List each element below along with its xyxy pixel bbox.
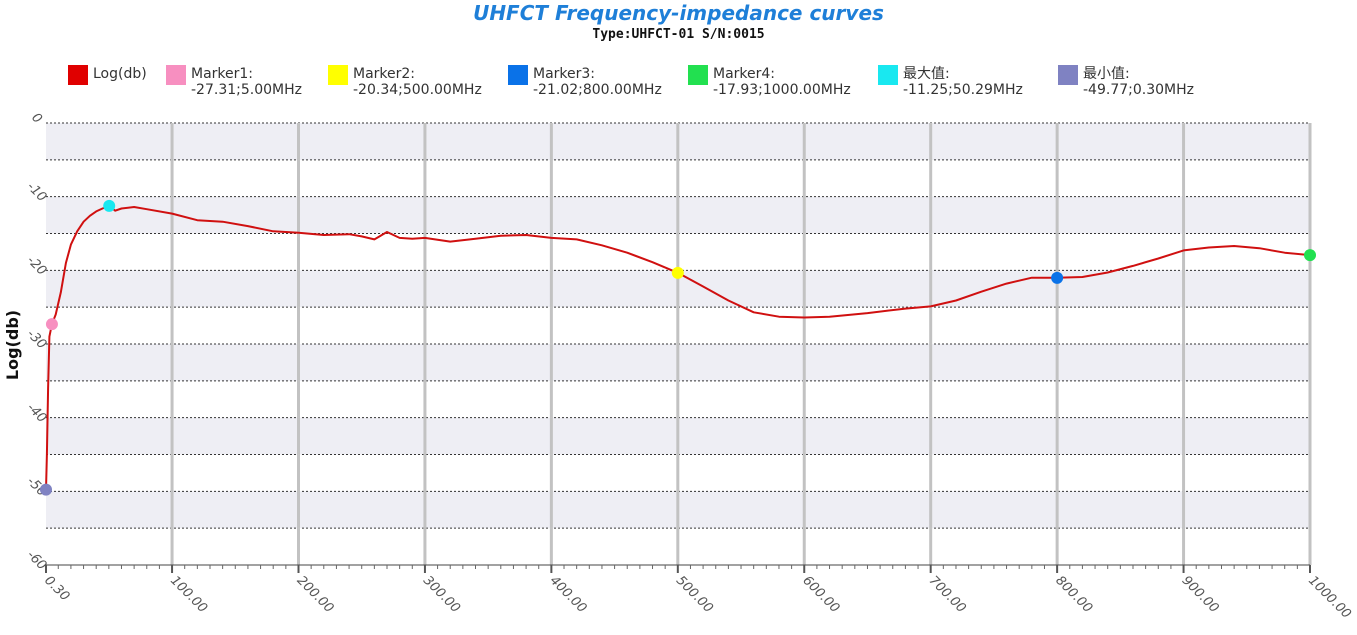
x-tick-label: 0.30	[41, 573, 72, 604]
legend-swatch-marker3	[508, 65, 528, 85]
y-tick-label: -30	[24, 327, 50, 353]
y-axis-ticks: 0-10-20-30-40-50-60	[24, 110, 50, 573]
legend-label-log-db: Log(db)	[93, 66, 147, 82]
x-tick-label: 100.00	[167, 573, 210, 616]
x-tick-label: 1000.00	[1305, 573, 1354, 622]
legend-label-max-value: 最大值:	[903, 66, 950, 82]
chart-title: UHFCT Frequency-impedance curves	[473, 1, 884, 25]
legend-value-min-value: -49.77;0.30MHz	[1083, 82, 1194, 98]
x-tick-label: 900.00	[1179, 573, 1222, 616]
x-axis: 0.30 100.00 200.00 300.00 400.00 500.00 600.00…	[41, 564, 1354, 622]
legend-value-marker2: -20.34;500.00MHz	[353, 82, 482, 98]
legend-swatch-log-db	[68, 65, 88, 85]
legend-label-marker3: Marker3:	[533, 66, 596, 82]
marker-point	[40, 483, 52, 496]
x-tick-label: 400.00	[547, 573, 590, 616]
chart-subtitle: Type:UHFCT-01 S/N:0015	[592, 27, 765, 42]
y-axis-title: Log(db)	[3, 310, 22, 380]
legend-swatch-marker4	[688, 65, 708, 85]
x-tick-label: 200.00	[294, 573, 337, 616]
marker-point	[103, 199, 116, 212]
marker-point	[671, 266, 684, 279]
x-tick-label: 300.00	[420, 573, 463, 616]
y-tick-label: -40	[24, 400, 50, 426]
vertical-gridlines	[170, 123, 1312, 565]
marker-point	[45, 318, 58, 331]
series-line-log-db	[45, 204, 1311, 490]
legend-swatch-max-value	[878, 65, 898, 85]
legend-swatch-marker1	[166, 65, 186, 85]
y-tick-label: -20	[24, 253, 50, 279]
marker-point	[1051, 271, 1064, 284]
legend-label-marker2: Marker2:	[353, 66, 416, 82]
x-tick-label: 700.00	[926, 573, 969, 616]
x-tick-label: 800.00	[1052, 573, 1095, 616]
x-tick-label: 600.00	[799, 573, 842, 616]
x-tick-label: 500.00	[673, 573, 716, 616]
legend-value-marker3: -21.02;800.00MHz	[533, 82, 662, 98]
y-tick-label: -10	[24, 179, 50, 205]
legend-value-max-value: -11.25;50.29MHz	[903, 82, 1023, 98]
series-lines	[45, 204, 1311, 490]
marker-point	[1304, 249, 1316, 262]
marker-points	[40, 199, 1316, 496]
legend-value-marker1: -27.31;5.00MHz	[191, 82, 302, 98]
legend-label-min-value: 最小值:	[1083, 66, 1130, 82]
legend-swatch-marker2	[328, 65, 348, 85]
legend-label-marker1: Marker1:	[191, 66, 254, 82]
legend-value-marker4: -17.93;1000.00MHz	[713, 82, 851, 98]
legend-swatch-min-value	[1058, 65, 1078, 85]
y-tick-label: 0	[28, 110, 44, 126]
legend-label-marker4: Marker4:	[713, 66, 776, 82]
